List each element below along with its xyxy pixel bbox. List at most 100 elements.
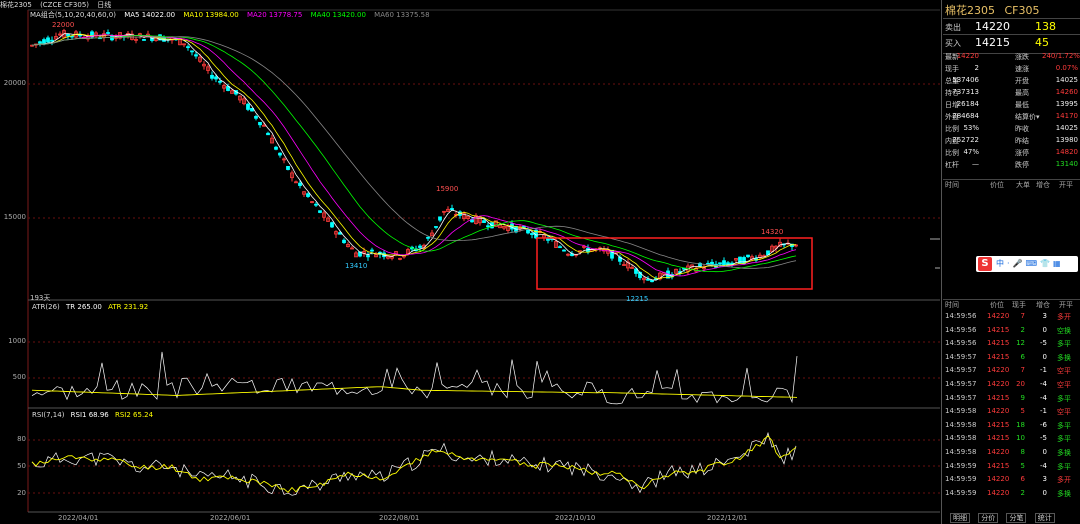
- x-axis-label: 2022/06/01: [210, 514, 251, 522]
- quote-value: 0.07%: [1055, 64, 1078, 72]
- candle: [186, 46, 190, 49]
- atr-legend: ATR(26) TR 265.00 ATR 231.92: [32, 303, 148, 311]
- days-counter: 193天: [30, 294, 51, 302]
- x-axis-label: 2022/08/01: [379, 514, 420, 522]
- candle: [530, 233, 534, 235]
- col-time: 时间: [945, 301, 959, 309]
- quote-value: 26184: [956, 100, 979, 108]
- tick-row: 14:59:58 14220 5 -1 空平: [943, 407, 1080, 420]
- tab-detail[interactable]: 明细: [950, 513, 970, 523]
- period-selector[interactable]: 日线: [97, 1, 112, 9]
- ma40-label: MA40 13420.00: [310, 11, 366, 19]
- tick-t: 14:59:59: [945, 461, 977, 470]
- candle: [210, 74, 214, 79]
- candle: [562, 249, 566, 252]
- tick-k: 多换: [1057, 449, 1071, 457]
- ime-toolbar[interactable]: S 中·🎤⌨👕▦: [976, 256, 1078, 272]
- ma-line-2: [31, 34, 797, 277]
- tick-t: 14:59:59: [945, 488, 977, 497]
- candle: [718, 262, 722, 265]
- candle: [246, 103, 250, 110]
- candle: [430, 232, 434, 237]
- quote-value: 284684: [952, 112, 979, 120]
- rsi-label[interactable]: RSI(7,14): [32, 411, 65, 419]
- quote-label: 最高: [1015, 89, 1029, 97]
- tick-v: 7: [1020, 312, 1025, 320]
- candle: [434, 226, 438, 228]
- tr-value: TR 265.00: [66, 303, 102, 311]
- chart-area[interactable]: [0, 0, 940, 524]
- candle: [298, 182, 302, 186]
- candle: [142, 39, 146, 41]
- tick-k: 多换: [1057, 353, 1071, 362]
- quote-row: 内盘 252722 昨结 13980: [943, 136, 1080, 147]
- tick-t: 14:59:58: [945, 407, 977, 416]
- quote-value: 240/1.72%: [1042, 52, 1080, 60]
- quote-row: 持仓 737313 最高 14260: [943, 88, 1080, 99]
- tick-row: 14:59:56 14215 2 0 空换: [943, 326, 1080, 339]
- tick-p: 14215: [987, 461, 1010, 470]
- tick-k: 多平: [1057, 421, 1071, 430]
- tab-ticks[interactable]: 分笔: [1006, 513, 1027, 523]
- candle: [474, 215, 478, 224]
- candle: [310, 201, 314, 203]
- x-axis-label: 2022/04/01: [58, 514, 99, 522]
- ime-tools[interactable]: 中·🎤⌨👕▦: [996, 259, 1064, 268]
- tick-p: 14215: [987, 434, 1010, 443]
- x-axis-label: 2022/12/01: [707, 514, 748, 522]
- tick-v: 2: [1020, 488, 1025, 497]
- atr-line: [31, 386, 798, 398]
- tick-p: 14220: [987, 312, 1010, 320]
- atr-label[interactable]: ATR(26): [32, 303, 60, 311]
- candle: [722, 260, 726, 266]
- tick-k: 多开: [1057, 476, 1071, 485]
- quote-label: 昨结: [1015, 137, 1029, 145]
- quote-label: 比例: [945, 125, 959, 133]
- candle: [494, 220, 498, 227]
- quote-label: 速涨: [1015, 65, 1029, 73]
- tick-z: -1: [1040, 366, 1047, 375]
- contract-name: 棉花2305: [0, 1, 32, 9]
- bid-label: 买入: [945, 39, 961, 48]
- candle: [374, 254, 378, 258]
- tick-p: 14215: [987, 339, 1010, 348]
- quote-row: 最新 14220 涨跌 240/1.72%: [943, 52, 1080, 63]
- kline-chart[interactable]: [0, 0, 940, 524]
- tick-k: 空换: [1057, 326, 1071, 335]
- candle: [526, 229, 530, 234]
- bid-volume: 45: [1035, 36, 1049, 49]
- candle: [658, 272, 662, 280]
- ma-group-label[interactable]: MA组合(5,10,20,40,60,0): [30, 11, 116, 19]
- quote-contract-name: 棉花2305: [945, 4, 995, 17]
- candle: [438, 216, 442, 221]
- col-oc: 开平: [1059, 181, 1073, 189]
- quote-label: 涨跌: [1015, 53, 1029, 61]
- ask-row[interactable]: 卖出 14220 138: [943, 18, 1080, 37]
- quote-label: 比例: [945, 149, 959, 157]
- tick-k: 空平: [1057, 381, 1071, 389]
- col-oi: 增仓: [1036, 181, 1050, 189]
- tick-row: 14:59:57 14220 7 -1 空平: [943, 366, 1080, 379]
- tick-z: -5: [1040, 434, 1047, 443]
- quote-label: 日增: [945, 101, 959, 109]
- tick-row: 14:59:57 14220 20 -4 空平: [943, 380, 1080, 393]
- tick-v: 2: [1020, 325, 1025, 334]
- bid-row[interactable]: 买入 14215 45: [943, 34, 1080, 54]
- candle: [462, 213, 466, 220]
- rsi2-line: [31, 435, 797, 493]
- tab-stats[interactable]: 统计: [1034, 513, 1055, 523]
- candle: [250, 107, 254, 112]
- sogou-icon[interactable]: S: [978, 257, 992, 271]
- candle: [242, 98, 246, 105]
- tick-p: 14220: [987, 407, 1010, 416]
- candle: [746, 254, 750, 258]
- tick-v: 9: [1020, 393, 1025, 402]
- quote-label: 外盘: [945, 113, 959, 121]
- tick-t: 14:59:59: [945, 475, 977, 484]
- quote-label: 结算价▾: [1015, 113, 1040, 121]
- ma-legend: MA组合(5,10,20,40,60,0) MA5 14022.00 MA10 …: [30, 10, 436, 20]
- tick-k: 多平: [1057, 340, 1071, 349]
- col-oc: 开平: [1059, 301, 1073, 309]
- tab-price[interactable]: 分价: [978, 513, 999, 523]
- annotation-high: 22000: [52, 21, 75, 29]
